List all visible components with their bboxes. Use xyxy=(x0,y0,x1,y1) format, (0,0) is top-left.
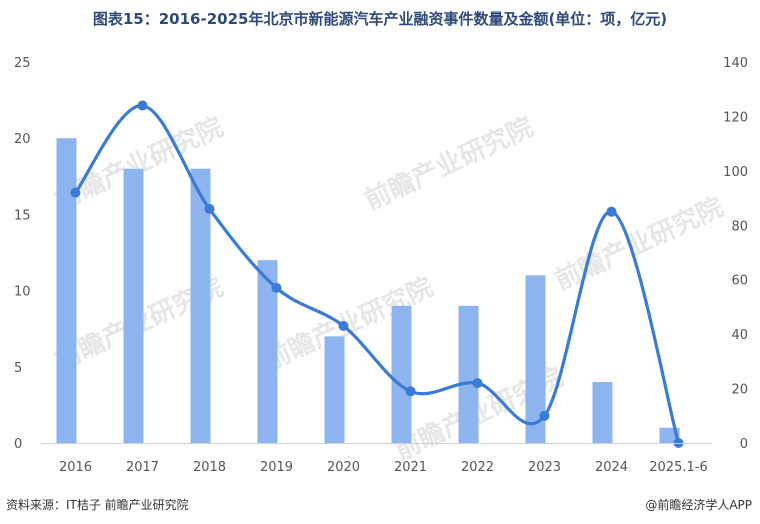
line-point-2017 xyxy=(137,100,148,111)
line-point-2023 xyxy=(539,410,550,421)
right-tick-label: 100 xyxy=(723,165,748,180)
x-tick-label: 2023 xyxy=(528,460,561,475)
left-tick-label: 15 xyxy=(14,208,31,223)
right-tick-label: 20 xyxy=(731,383,748,398)
line-point-2022 xyxy=(472,378,483,389)
x-tick-label: 2022 xyxy=(461,460,494,475)
watermark-text: 前瞻产业研究院 xyxy=(550,191,728,296)
amount-line xyxy=(74,103,681,444)
line-point-2016 xyxy=(70,187,81,198)
bar-2017 xyxy=(123,168,144,443)
line-point-2024 xyxy=(606,206,617,217)
left-tick-label: 5 xyxy=(14,361,22,376)
left-tick-label: 25 xyxy=(14,56,31,71)
x-tick-label: 2018 xyxy=(193,460,226,475)
bar-2016 xyxy=(56,138,77,443)
x-tick-label: 2021 xyxy=(394,460,427,475)
left-tick-label: 10 xyxy=(14,285,31,300)
right-tick-label: 120 xyxy=(723,110,748,125)
bar-2023 xyxy=(525,275,546,443)
bar-2021 xyxy=(391,305,412,443)
x-tick-label: 2016 xyxy=(59,460,92,475)
x-axis-ticks: 2016 2017 2018 2019 2020 2021 2022 2023 2024 2025… xyxy=(42,443,712,475)
bar-2019 xyxy=(257,260,278,443)
bar-2022 xyxy=(458,305,479,443)
line-point-2020 xyxy=(338,320,349,331)
credit-note: @前瞻经济学人APP xyxy=(645,498,752,512)
x-tick-label: 2019 xyxy=(260,460,293,475)
bar-series xyxy=(56,138,680,443)
x-tick-label: 2017 xyxy=(126,460,159,475)
right-tick-label: 0 xyxy=(740,437,748,452)
x-tick-label: 2025.1-6 xyxy=(649,460,707,475)
combo-chart: 前瞻产业研究院前瞻产业研究院前瞻产业研究院前瞻产业研究院前瞻产业研究院前瞻产业研… xyxy=(14,56,748,475)
bar-2018 xyxy=(190,168,211,443)
right-tick-label: 80 xyxy=(731,219,748,234)
right-tick-label: 60 xyxy=(731,274,748,289)
line-point-2019 xyxy=(271,282,282,293)
bar-2024 xyxy=(592,382,613,443)
x-tick-label: 2020 xyxy=(327,460,360,475)
watermark-layer: 前瞻产业研究院前瞻产业研究院前瞻产业研究院前瞻产业研究院前瞻产业研究院前瞻产业研… xyxy=(50,111,728,466)
bar-2020 xyxy=(324,336,345,443)
line-point-2021 xyxy=(405,386,416,397)
left-tick-label: 0 xyxy=(14,437,22,452)
left-tick-label: 20 xyxy=(14,132,31,147)
line-point-2018 xyxy=(204,203,215,214)
chart-title: 图表15：2016-2025年北京市新能源汽车产业融资事件数量及金额(单位：项，… xyxy=(92,10,668,28)
left-axis-ticks: 0 5 10 15 20 25 xyxy=(14,56,31,452)
x-tick-label: 2024 xyxy=(595,460,628,475)
line-series xyxy=(70,100,684,448)
watermark-text: 前瞻产业研究院 xyxy=(360,111,538,216)
right-tick-label: 140 xyxy=(723,56,748,71)
right-axis-ticks: 0 20 40 60 80 100 120 140 xyxy=(723,56,748,452)
source-note: 资料来源：IT桔子 前瞻产业研究院 xyxy=(6,498,189,512)
right-tick-label: 40 xyxy=(731,328,748,343)
